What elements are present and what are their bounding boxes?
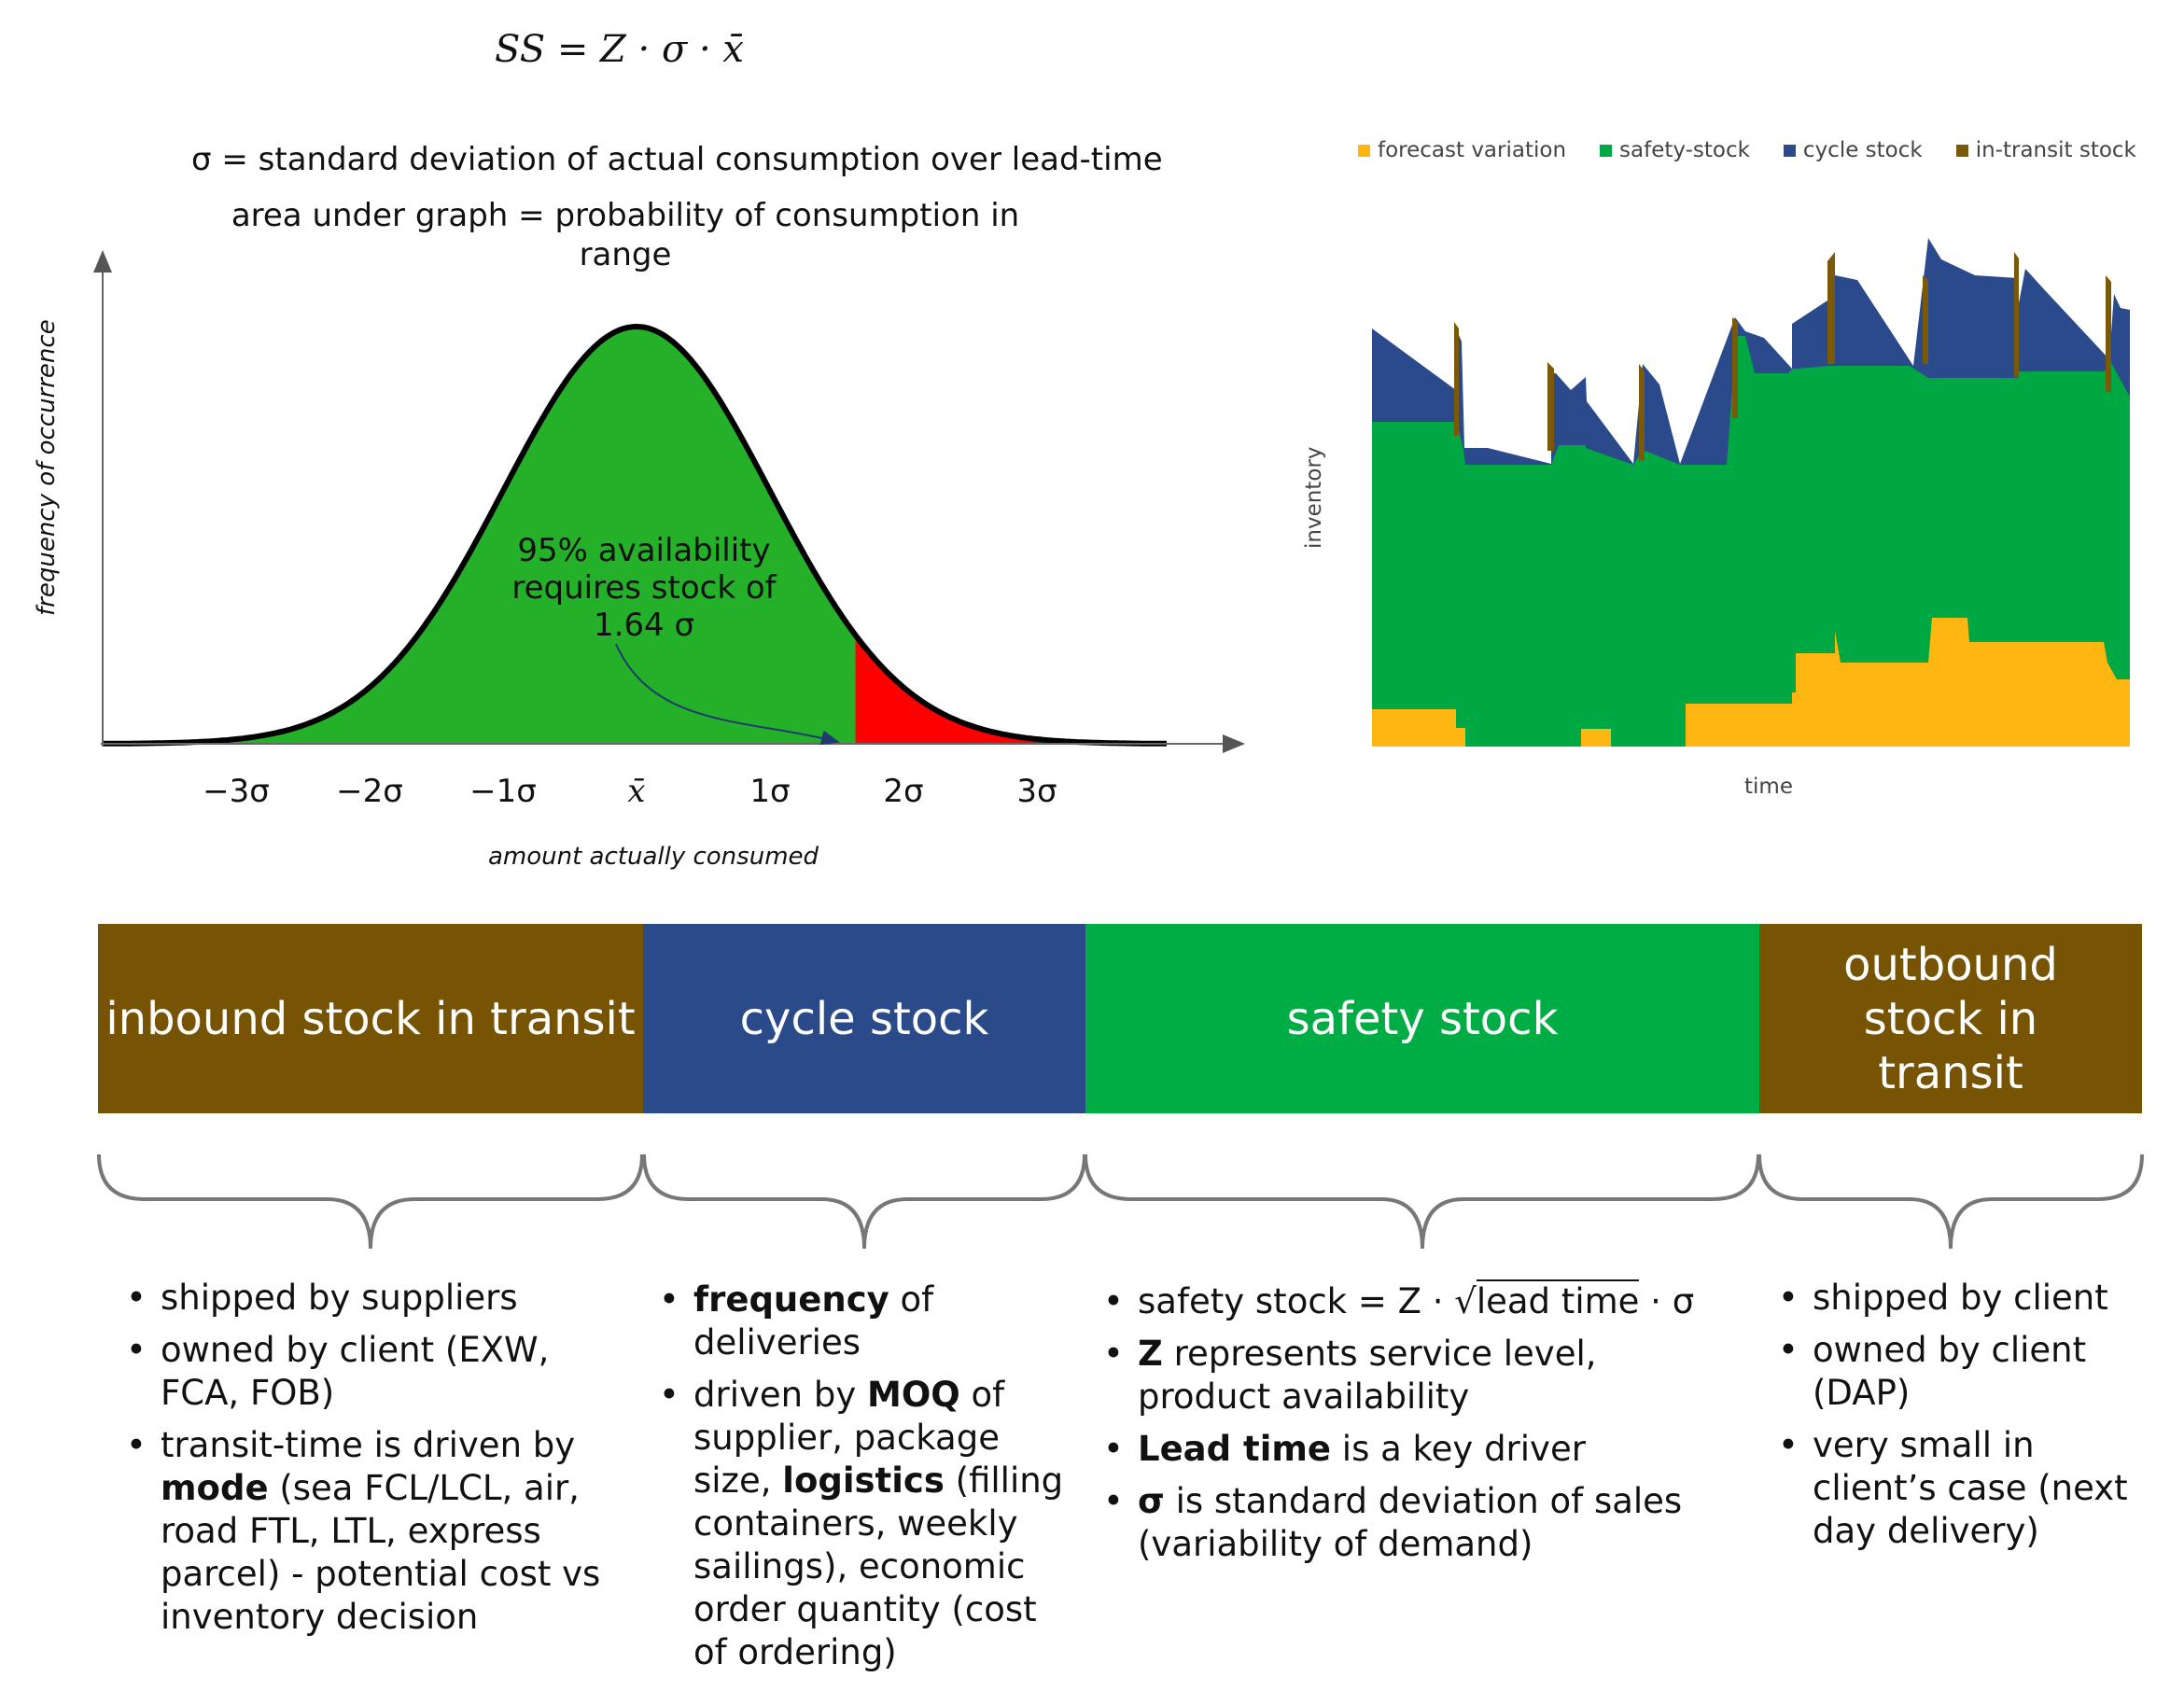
swatch-icon bbox=[1783, 144, 1796, 157]
bullet-bold: σ bbox=[1138, 1481, 1165, 1521]
legend-cycle-stock: cycle stock bbox=[1783, 138, 1923, 162]
legend-in-transit-stock: in-transit stock bbox=[1955, 138, 2136, 162]
bullet-text: safety stock = Z · bbox=[1138, 1281, 1455, 1321]
legend-label: in-transit stock bbox=[1975, 138, 2136, 162]
bullet-text: is standard deviation of sales (variabil… bbox=[1138, 1481, 1683, 1564]
bullet-text: of supplier, package size, bbox=[693, 1375, 1005, 1501]
list-item: very small in client’s case (next day de… bbox=[1778, 1424, 2142, 1553]
bullet-bold: MOQ bbox=[867, 1375, 960, 1415]
list-item: frequency of deliveries bbox=[659, 1279, 1070, 1364]
list-item: transit-time is driven by mode (sea FCL/… bbox=[126, 1424, 621, 1639]
braces bbox=[97, 1153, 2144, 1250]
x-tick-label: x̄ bbox=[627, 773, 646, 810]
safety-bullets: safety stock = Z · √lead time · σ Z repr… bbox=[1103, 1279, 1719, 1575]
area-definition: area under graph = probability of consum… bbox=[224, 196, 1027, 274]
list-item: driven by MOQ of supplier, package size,… bbox=[659, 1374, 1070, 1674]
x-tick-label: −3σ bbox=[203, 773, 270, 810]
legend-label: safety-stock bbox=[1619, 138, 1750, 162]
bullet-text: of deliveries bbox=[693, 1279, 934, 1363]
swatch-icon bbox=[1358, 144, 1370, 157]
bullet-text: shipped by client bbox=[1813, 1278, 2108, 1318]
bar-safety-stock: safety stock bbox=[1085, 924, 1759, 1113]
list-item: σ is standard deviation of sales (variab… bbox=[1103, 1480, 1719, 1566]
brace-inbound bbox=[97, 1153, 644, 1250]
bullet-bold: Z bbox=[1138, 1334, 1163, 1374]
forecast-variation-area bbox=[1372, 618, 2130, 747]
list-item: safety stock = Z · √lead time · σ bbox=[1103, 1279, 1719, 1323]
bell-curve-line bbox=[102, 324, 1167, 747]
bell-body-area bbox=[103, 327, 856, 744]
bullet-text: is a key driver bbox=[1331, 1429, 1586, 1469]
x-tick-label: −1σ bbox=[469, 773, 537, 810]
bell-tail-area bbox=[855, 635, 1167, 744]
outbound-bullets: shipped by client owned by client (DAP) … bbox=[1778, 1277, 2142, 1562]
annotation-line-2: requires stock of bbox=[511, 569, 777, 607]
sqrt-radicand: lead time bbox=[1476, 1279, 1640, 1321]
bullet-text: shipped by suppliers bbox=[161, 1278, 518, 1318]
bullet-text: (sea FCL/LCL, air, road FTL, LTL, expres… bbox=[161, 1468, 601, 1637]
bar-outbound-stock-in-transit: outbound stock in transit bbox=[1759, 924, 2142, 1113]
y-axis-label: frequency of occurrence bbox=[33, 319, 61, 616]
brace-cycle bbox=[642, 1153, 1086, 1250]
bullet-text: transit-time is driven by bbox=[161, 1425, 576, 1465]
bullet-text: · σ bbox=[1639, 1281, 1695, 1321]
inventory-stack-chart bbox=[1372, 238, 2130, 747]
sqrt-expression: √lead time bbox=[1454, 1279, 1640, 1321]
bullet-text: owned by client (DAP) bbox=[1813, 1330, 2087, 1413]
bullet-text: owned by client (EXW, FCA, FOB) bbox=[161, 1330, 550, 1413]
legend-forecast-variation: forecast variation bbox=[1358, 138, 1566, 162]
brace-safety bbox=[1084, 1153, 1760, 1250]
time-axis-label: time bbox=[1744, 775, 1793, 799]
legend-label: cycle stock bbox=[1802, 138, 1923, 162]
list-item: Lead time is a key driver bbox=[1103, 1428, 1719, 1471]
bullet-text: represents service level, product availa… bbox=[1138, 1334, 1597, 1417]
swatch-icon bbox=[1600, 144, 1613, 157]
list-item: owned by client (DAP) bbox=[1778, 1329, 2142, 1415]
bullet-bold: logistics bbox=[782, 1460, 945, 1501]
availability-annotation: 95% availability requires stock of 1.64 … bbox=[504, 532, 784, 644]
bullet-text: very small in client’s case (next day de… bbox=[1813, 1425, 2128, 1551]
bar-cycle-stock: cycle stock bbox=[643, 924, 1085, 1113]
list-item: Z represents service level, product avai… bbox=[1103, 1333, 1719, 1418]
legend-label: forecast variation bbox=[1378, 138, 1567, 162]
x-tick-label: 3σ bbox=[1016, 773, 1057, 810]
bullet-text: (filling containers, weekly sailings), e… bbox=[693, 1460, 1064, 1672]
list-item: owned by client (EXW, FCA, FOB) bbox=[126, 1329, 621, 1415]
safety-stock-formula: SS = Z · σ · x̄ bbox=[495, 28, 744, 71]
sigma-definition: σ = standard deviation of actual consump… bbox=[191, 141, 1163, 178]
inbound-bullets: shipped by suppliers owned by client (EX… bbox=[126, 1277, 621, 1648]
x-tick-label: 1σ bbox=[749, 773, 791, 810]
bullet-bold: mode bbox=[161, 1468, 269, 1508]
cycle-bullets: frequency of deliveries driven by MOQ of… bbox=[659, 1279, 1070, 1684]
inventory-axis-label: inventory bbox=[1302, 446, 1326, 549]
list-item: shipped by suppliers bbox=[126, 1277, 621, 1320]
list-item: shipped by client bbox=[1778, 1277, 2142, 1320]
x-tick-label: −2σ bbox=[336, 773, 403, 810]
bar-inbound-stock-in-transit: inbound stock in transit bbox=[98, 924, 643, 1113]
brace-outbound bbox=[1757, 1153, 2144, 1250]
annotation-line-3: 1.64 σ bbox=[593, 607, 695, 644]
x-tick-label: 2σ bbox=[883, 773, 924, 810]
area-definition-line1: area under graph = probability of consum… bbox=[231, 197, 1020, 234]
bullet-text: driven by bbox=[693, 1375, 867, 1415]
stock-chart-legend: forecast variation safety-stock cycle st… bbox=[1358, 138, 2136, 162]
bullet-bold: frequency bbox=[693, 1279, 889, 1320]
legend-safety-stock: safety-stock bbox=[1600, 138, 1750, 162]
annotation-arrow bbox=[615, 643, 840, 746]
normal-distribution-chart bbox=[93, 250, 1245, 753]
area-definition-line2: range bbox=[579, 236, 672, 273]
x-axis-label: amount actually consumed bbox=[487, 843, 819, 871]
annotation-line-1: 95% availability bbox=[517, 532, 771, 569]
bullet-bold: Lead time bbox=[1138, 1429, 1332, 1469]
swatch-icon bbox=[1955, 144, 1968, 157]
